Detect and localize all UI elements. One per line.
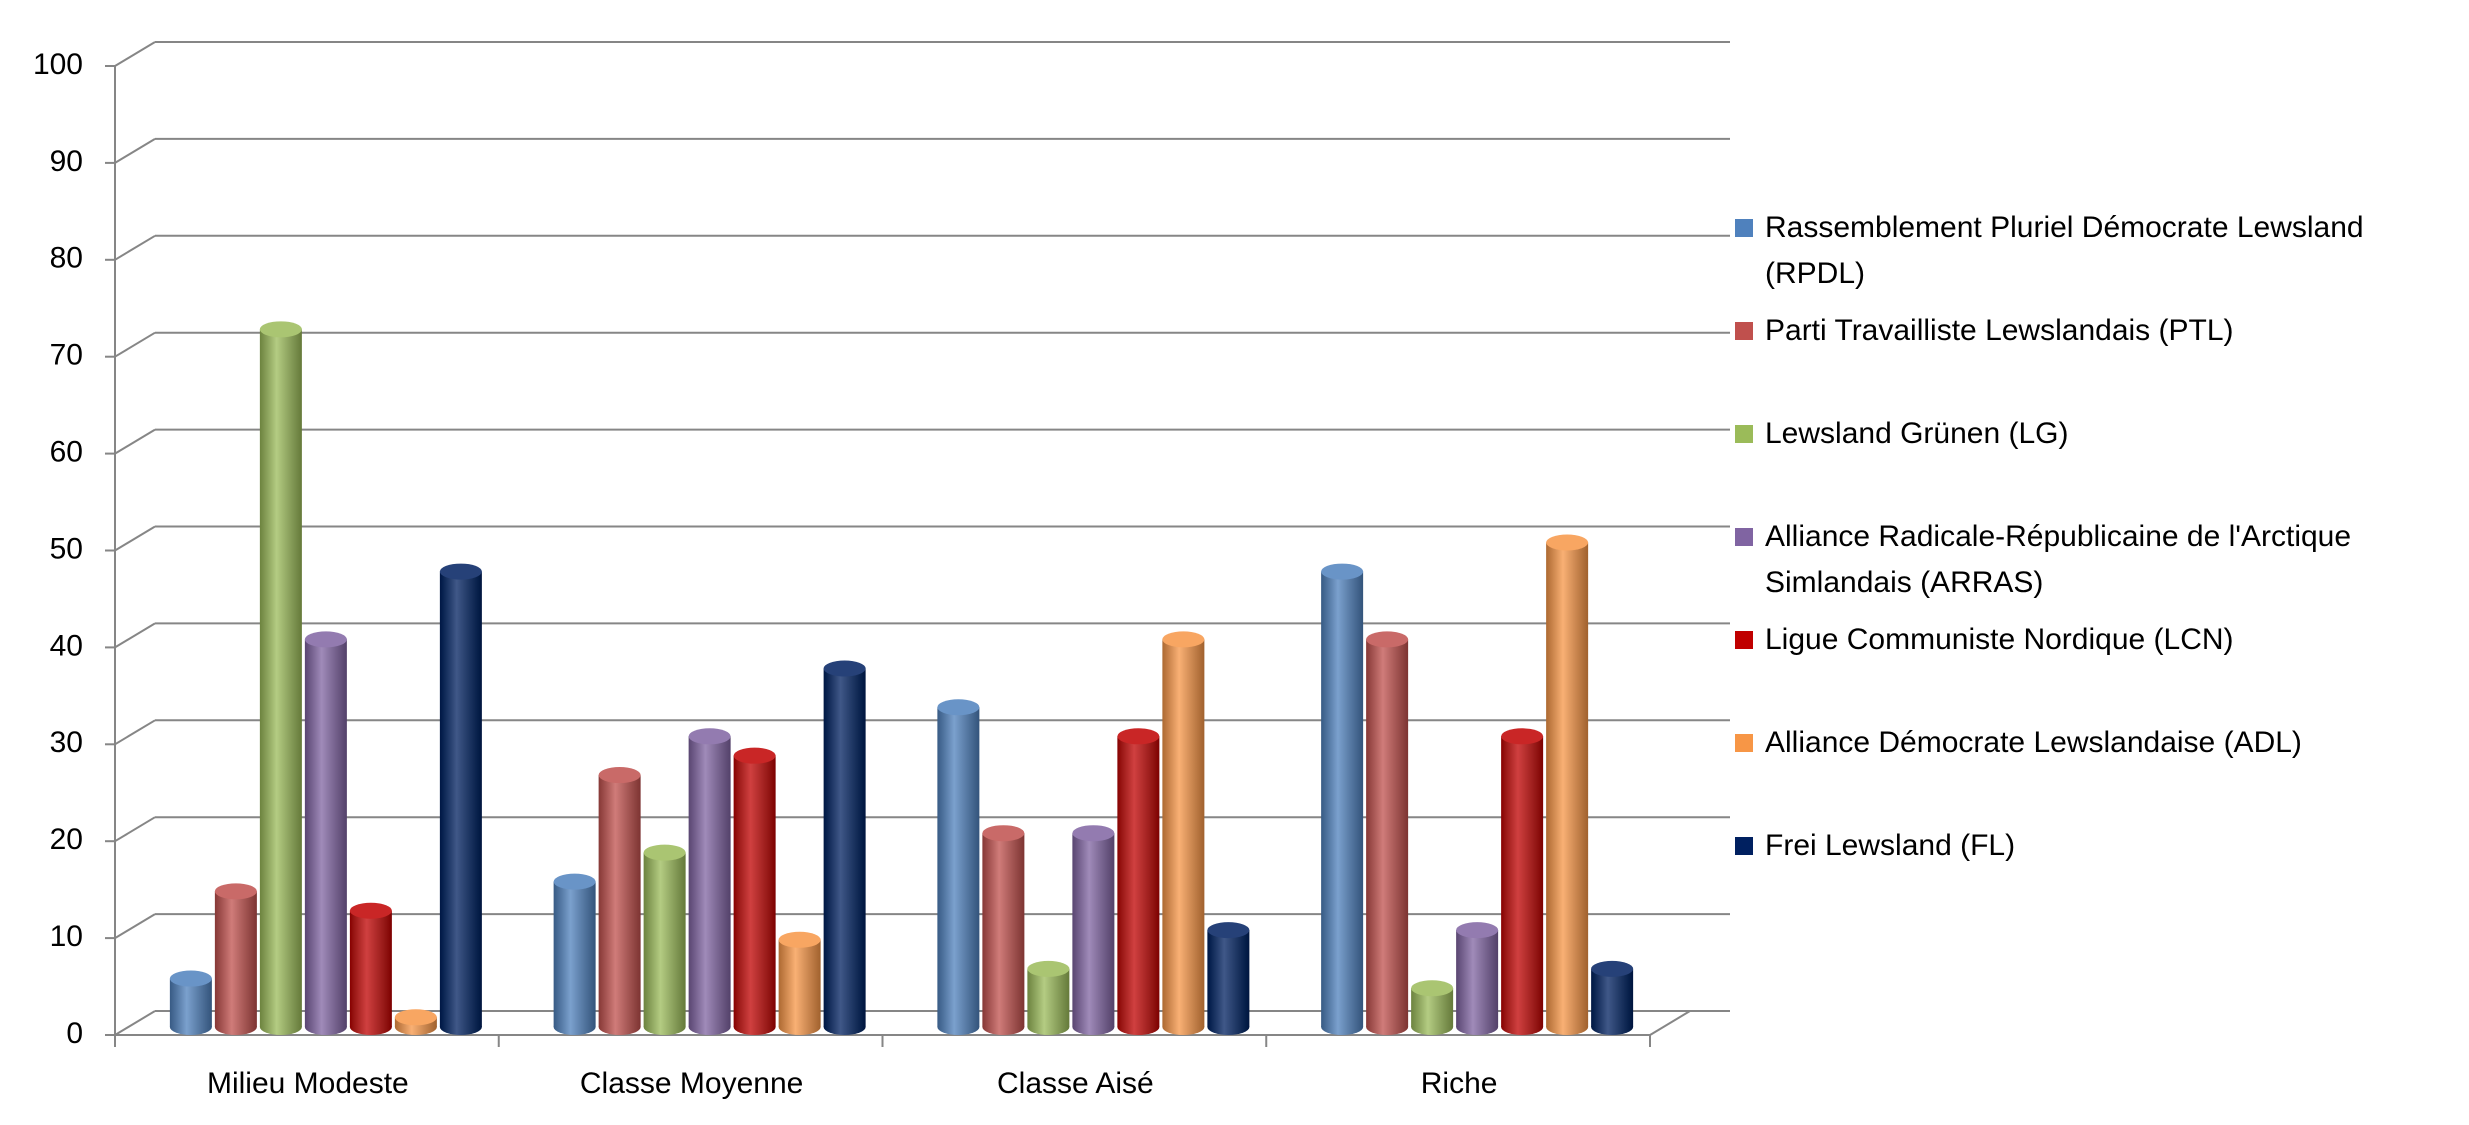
y-tick-label: 40 (50, 629, 83, 662)
bar (1117, 728, 1160, 1035)
grid-line-depth (114, 525, 156, 552)
bar (439, 563, 482, 1035)
legend-label: Alliance Radicale-Républicaine de l'Arct… (1765, 520, 2352, 599)
legend-swatch (1735, 528, 1753, 546)
y-tick-label: 0 (66, 1017, 83, 1050)
grid-line-depth (114, 816, 156, 843)
bar (1207, 922, 1250, 1035)
legend-swatch (1735, 734, 1753, 752)
y-tick-label: 90 (50, 145, 83, 178)
x-tick-label: Classe Aisé (997, 1067, 1154, 1100)
y-tick-label: 100 (33, 48, 83, 81)
x-tick-label: Riche (1421, 1067, 1498, 1100)
legend-label: Rassemblement Pluriel Démocrate Lewsland… (1765, 211, 2364, 290)
grid-line-depth (114, 719, 156, 746)
grid-line-depth (114, 913, 156, 939)
y-tick-label: 30 (50, 726, 83, 759)
bar (937, 699, 980, 1035)
legend-swatch (1735, 631, 1753, 649)
bar (1162, 631, 1205, 1035)
x-tick-label: Classe Moyenne (580, 1067, 803, 1100)
bar (1411, 980, 1454, 1035)
legend-item: Rassemblement Pluriel Démocrate Lewsland… (1735, 205, 2455, 297)
bar (643, 844, 686, 1035)
grid-line-depth (114, 1010, 156, 1036)
legend-item: Frei Lewsland (FL) (1735, 823, 2455, 869)
x-axis-depth (1649, 1010, 1691, 1036)
bar (823, 660, 866, 1035)
bar (1366, 631, 1409, 1035)
legend-swatch (1735, 219, 1753, 237)
legend-item: Lewsland Grünen (LG) (1735, 411, 2455, 457)
bar (688, 728, 731, 1035)
bar (553, 873, 596, 1035)
bar (982, 825, 1025, 1035)
y-tick-label: 20 (50, 823, 83, 856)
y-tick-label: 80 (50, 242, 83, 275)
bar (598, 767, 641, 1035)
bar (1027, 960, 1070, 1035)
grid-line-depth (114, 138, 156, 164)
bar (169, 970, 212, 1035)
grid-line-depth (114, 41, 156, 67)
bar (1072, 825, 1115, 1035)
legend-label: Parti Travailliste Lewslandais (PTL) (1765, 314, 2234, 347)
y-tick-label: 50 (50, 532, 83, 565)
bar (214, 883, 257, 1035)
legend-swatch (1735, 837, 1753, 855)
legend-label: Frei Lewsland (FL) (1765, 829, 2016, 862)
bar (304, 631, 347, 1035)
bar (1501, 728, 1544, 1035)
bar (1546, 534, 1589, 1035)
grid-line-depth (114, 234, 156, 261)
legend-item: Ligue Communiste Nordique (LCN) (1735, 617, 2455, 663)
bar (778, 931, 821, 1035)
legend-label: Alliance Démocrate Lewslandaise (ADL) (1765, 726, 2302, 759)
legend-label: Ligue Communiste Nordique (LCN) (1765, 623, 2234, 656)
legend-swatch (1735, 322, 1753, 340)
bar (394, 1009, 437, 1035)
y-tick-label: 10 (50, 920, 83, 953)
grid-line-depth (114, 622, 156, 649)
grid-line-depth (114, 331, 156, 358)
legend-item: Alliance Radicale-Républicaine de l'Arct… (1735, 514, 2455, 606)
bar (1591, 960, 1634, 1035)
y-tick-label: 60 (50, 436, 83, 469)
legend-swatch (1735, 425, 1753, 443)
legend-item: Alliance Démocrate Lewslandaise (ADL) (1735, 720, 2455, 766)
x-tick-label: Milieu Modeste (207, 1067, 409, 1100)
bar (259, 321, 302, 1035)
grid-line-depth (114, 428, 156, 455)
bar (733, 747, 776, 1035)
bar (1321, 563, 1364, 1035)
legend-label: Lewsland Grünen (LG) (1765, 417, 2069, 450)
bar (1456, 922, 1499, 1035)
bar (349, 902, 392, 1035)
legend-item: Parti Travailliste Lewslandais (PTL) (1735, 308, 2455, 354)
y-tick-label: 70 (50, 339, 83, 372)
